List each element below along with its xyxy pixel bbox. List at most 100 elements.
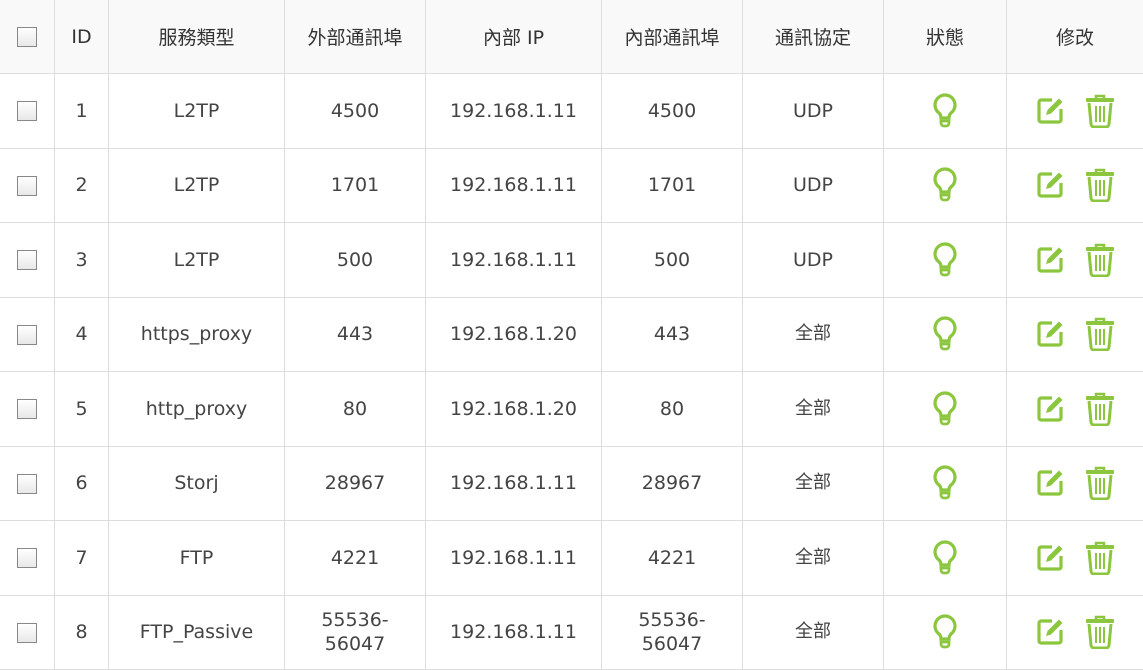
cell-modify [1007, 521, 1143, 596]
edit-icon[interactable] [1035, 245, 1065, 275]
row-checkbox[interactable] [17, 548, 37, 568]
cell-internal-ip: 192.168.1.11 [426, 446, 602, 521]
lightbulb-icon[interactable] [932, 92, 958, 130]
cell-service-type-text: http_proxy [146, 398, 248, 420]
cell-internal-port-text: 4221 [648, 547, 696, 569]
cell-service-type: L2TP [109, 223, 285, 298]
select-all-cell [0, 0, 55, 74]
trash-icon[interactable] [1085, 317, 1115, 351]
row-checkbox[interactable] [17, 623, 37, 643]
cell-internal-port-text: 55536- 56047 [638, 609, 705, 655]
cell-service-type-text: L2TP [174, 249, 220, 271]
edit-icon[interactable] [1035, 394, 1065, 424]
cell-internal-port-text: 28967 [642, 472, 702, 494]
cell-protocol-text: UDP [793, 249, 833, 271]
edit-icon[interactable] [1035, 170, 1065, 200]
cell-modify [1007, 595, 1143, 670]
cell-internal-port-text: 500 [654, 249, 690, 271]
cell-protocol: 全部 [743, 372, 884, 447]
cell-external-port: 1701 [285, 148, 426, 223]
cell-internal-port-text: 80 [660, 398, 684, 420]
cell-id: 4 [55, 297, 109, 372]
cell-id-text: 6 [75, 472, 87, 494]
cell-protocol: 全部 [743, 446, 884, 521]
cell-protocol-text: UDP [793, 100, 833, 122]
cell-id: 7 [55, 521, 109, 596]
cell-external-port: 80 [285, 372, 426, 447]
cell-protocol-text: 全部 [795, 621, 831, 642]
row-select-cell [0, 74, 55, 149]
cell-service-type-text: L2TP [174, 174, 220, 196]
row-select-cell [0, 148, 55, 223]
trash-icon[interactable] [1085, 94, 1115, 128]
cell-id: 3 [55, 223, 109, 298]
edit-icon[interactable] [1035, 96, 1065, 126]
cell-service-type: Storj [109, 446, 285, 521]
cell-internal-port: 443 [602, 297, 743, 372]
cell-protocol-text: 全部 [795, 472, 831, 493]
cell-service-type-text: FTP_Passive [140, 621, 253, 643]
cell-status [884, 446, 1007, 521]
cell-status [884, 297, 1007, 372]
cell-id: 1 [55, 74, 109, 149]
trash-icon[interactable] [1085, 541, 1115, 575]
trash-icon[interactable] [1085, 466, 1115, 500]
cell-internal-ip-text: 192.168.1.11 [450, 621, 577, 643]
row-checkbox[interactable] [17, 176, 37, 196]
lightbulb-icon[interactable] [932, 315, 958, 353]
cell-modify [1007, 74, 1143, 149]
cell-internal-ip: 192.168.1.11 [426, 223, 602, 298]
cell-internal-ip-text: 192.168.1.11 [450, 100, 577, 122]
edit-icon[interactable] [1035, 468, 1065, 498]
row-select-cell [0, 446, 55, 521]
edit-icon[interactable] [1035, 617, 1065, 647]
edit-icon[interactable] [1035, 319, 1065, 349]
row-checkbox[interactable] [17, 250, 37, 270]
row-checkbox[interactable] [17, 325, 37, 345]
cell-protocol-text: 全部 [795, 323, 831, 344]
cell-internal-ip: 192.168.1.11 [426, 148, 602, 223]
row-checkbox[interactable] [17, 474, 37, 494]
trash-icon[interactable] [1085, 615, 1115, 649]
cell-internal-ip-text: 192.168.1.20 [450, 398, 577, 420]
row-select-cell [0, 595, 55, 670]
cell-internal-ip: 192.168.1.11 [426, 595, 602, 670]
cell-internal-port: 4500 [602, 74, 743, 149]
lightbulb-icon[interactable] [932, 241, 958, 279]
lightbulb-icon[interactable] [932, 390, 958, 428]
trash-icon[interactable] [1085, 392, 1115, 426]
cell-protocol: 全部 [743, 297, 884, 372]
trash-icon[interactable] [1085, 168, 1115, 202]
cell-id-text: 3 [75, 249, 87, 271]
edit-icon[interactable] [1035, 543, 1065, 573]
lightbulb-icon[interactable] [932, 464, 958, 502]
cell-service-type: http_proxy [109, 372, 285, 447]
cell-service-type: L2TP [109, 74, 285, 149]
row-checkbox[interactable] [17, 399, 37, 419]
cell-internal-ip: 192.168.1.11 [426, 74, 602, 149]
lightbulb-icon[interactable] [932, 166, 958, 204]
select-all-checkbox[interactable] [17, 27, 37, 47]
cell-external-port-text: 4221 [331, 547, 379, 569]
cell-service-type-text: Storj [174, 472, 218, 494]
header-protocol: 通訊協定 [743, 0, 884, 74]
trash-icon[interactable] [1085, 243, 1115, 277]
cell-external-port-text: 500 [337, 249, 373, 271]
cell-internal-ip-text: 192.168.1.11 [450, 249, 577, 271]
header-service-type: 服務類型 [109, 0, 285, 74]
cell-protocol: 全部 [743, 521, 884, 596]
lightbulb-icon[interactable] [932, 539, 958, 577]
cell-service-type-text: L2TP [174, 100, 220, 122]
cell-external-port-text: 1701 [331, 174, 379, 196]
cell-internal-port: 28967 [602, 446, 743, 521]
lightbulb-icon[interactable] [932, 613, 958, 651]
cell-protocol: UDP [743, 74, 884, 149]
cell-internal-ip: 192.168.1.11 [426, 521, 602, 596]
cell-id-text: 2 [75, 174, 87, 196]
row-checkbox[interactable] [17, 101, 37, 121]
cell-external-port-text: 55536- 56047 [321, 609, 388, 655]
cell-modify [1007, 297, 1143, 372]
cell-id: 8 [55, 595, 109, 670]
